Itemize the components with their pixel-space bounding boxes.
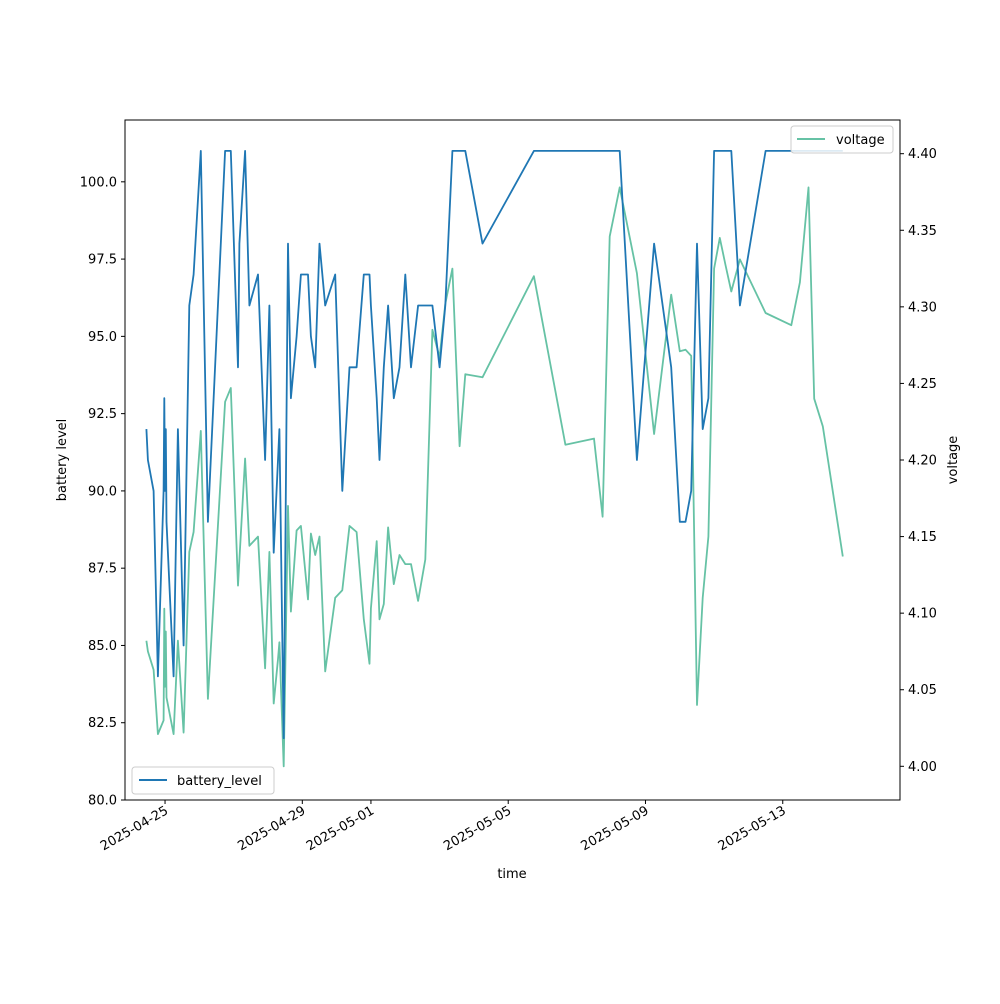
series-layer [145,149,844,768]
legend-voltage: voltage [790,125,894,154]
y-left-tick-label: 92.5 [88,407,117,422]
legend-label-voltage: voltage [836,133,885,148]
y-left-tick-label: 87.5 [88,562,117,577]
legend-label-battery-level: battery_level [177,774,262,789]
y-left-tick-label: 95.0 [88,330,117,345]
legend-box [131,766,275,795]
y-right-tick-label: 4.35 [908,224,937,239]
y-right-tick-label: 4.05 [908,683,937,698]
y-right-axis-label: voltage [946,436,961,485]
y-right-tick-label: 4.10 [908,607,937,622]
y-right-tick-label: 4.30 [908,300,937,315]
y-left-tick-label: 97.5 [88,253,117,268]
series-line-battery-level [145,149,843,740]
y-axis-right: 4.00 4.05 4.10 4.15 4.20 4.25 4.30 4.35 4.40 [900,147,937,775]
y-left-tick-label: 82.5 [88,716,117,731]
y-right-tick-label: 4.00 [908,760,937,775]
y-left-axis-label: battery level [55,419,70,502]
y-left-tick-label: 80.0 [88,794,117,809]
y-right-tick-label: 4.15 [908,530,937,545]
legend-battery-level: battery_level [131,766,275,795]
y-left-tick-label: 90.0 [88,484,117,499]
y-left-tick-label: 100.0 [80,175,117,190]
legend-box [790,125,894,154]
y-right-tick-label: 4.40 [908,147,937,162]
y-right-tick-label: 4.20 [908,454,937,469]
y-right-tick-label: 4.25 [908,377,937,392]
x-axis-label: time [497,867,526,882]
y-axis-left: 80.0 82.5 85.0 87.5 90.0 92.5 95.0 97.5 100.0 [80,175,125,809]
y-left-tick-label: 85.0 [88,639,117,654]
series-line-voltage [145,186,844,768]
